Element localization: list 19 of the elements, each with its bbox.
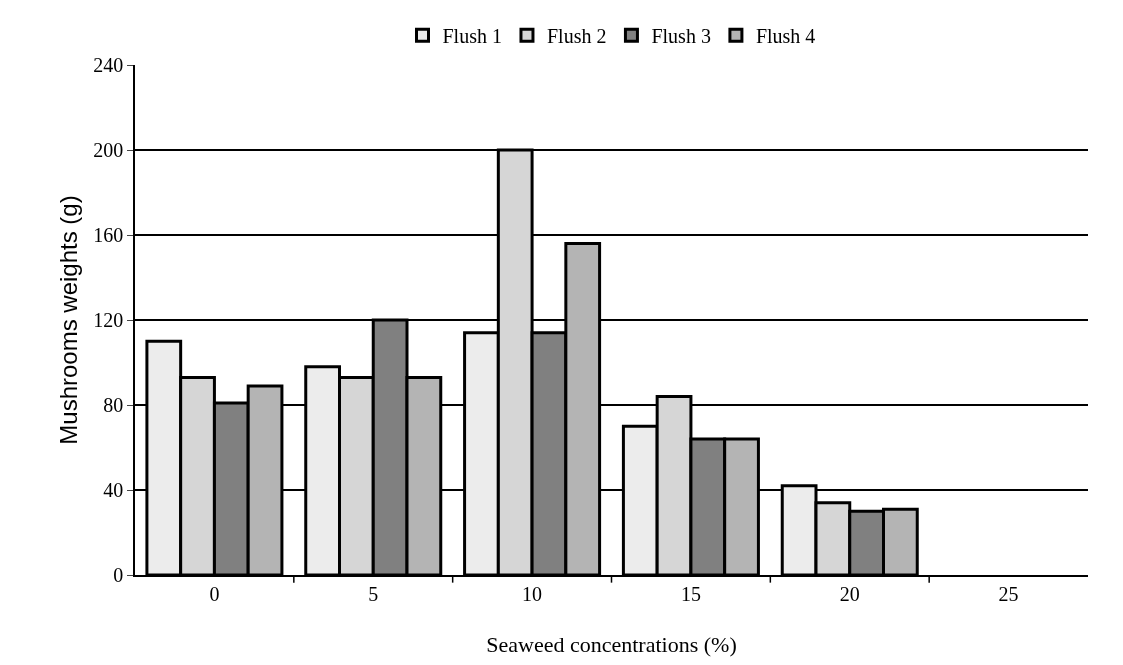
y-tick-label: 80 (103, 394, 124, 416)
legend-label: Flush 2 (546, 25, 607, 48)
x-tick-label: 15 (680, 582, 701, 605)
y-tick-label: 0 (113, 564, 124, 586)
x-tick-label: 0 (209, 582, 220, 605)
y-tick-label: 120 (93, 309, 124, 331)
x-tick-label: 20 (839, 582, 860, 605)
x-tick-label: 10 (522, 582, 543, 605)
y-tick-label: 240 (93, 54, 124, 76)
y-tick-label: 200 (93, 139, 124, 161)
y-axis-title: Mushrooms weights (g) (54, 195, 82, 445)
x-tick-label: 25 (998, 582, 1019, 605)
y-tick-label: 160 (93, 224, 124, 246)
legend-label: Flush 1 (442, 25, 502, 48)
legend-label: Flush 3 (651, 25, 711, 48)
x-axis-title: Seaweed concentrations (%) (486, 631, 737, 657)
y-tick-label: 40 (103, 479, 124, 501)
legend-label: Flush 4 (755, 25, 816, 48)
x-tick-label: 5 (368, 582, 379, 605)
